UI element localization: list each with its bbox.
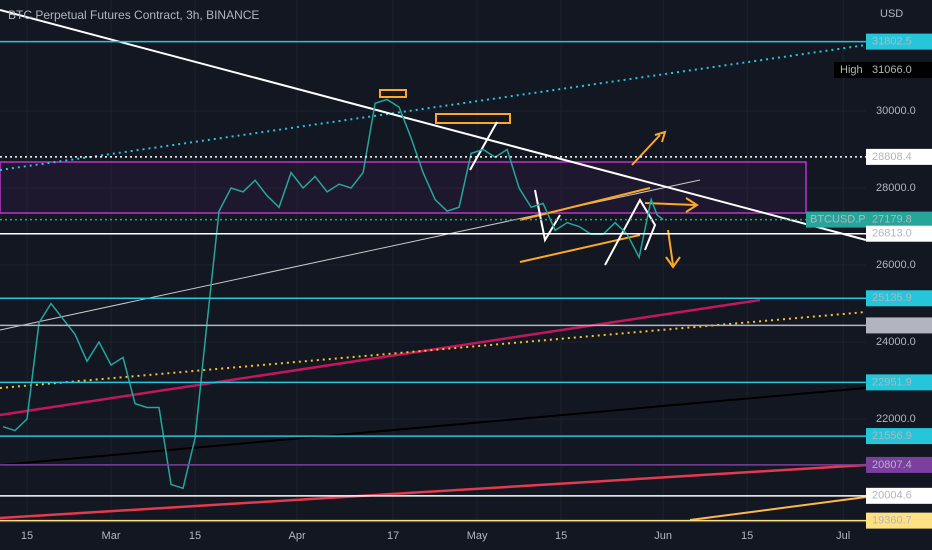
price-label: 20004.6: [872, 490, 912, 502]
trendline: [0, 387, 867, 466]
x-tick-label: Jul: [836, 530, 850, 542]
price-label-box: [866, 317, 932, 334]
y-tick-label: 24000.0: [876, 336, 916, 348]
x-tick-label: 17: [387, 530, 399, 542]
x-tick-label: Mar: [102, 530, 121, 542]
high-label-box: [834, 61, 866, 78]
price-label: 26813.0: [872, 228, 912, 240]
y-tick-label: 28000.0: [876, 182, 916, 194]
arrow: [665, 256, 681, 269]
channel-line: [519, 187, 651, 221]
arrow: [631, 134, 661, 166]
price-label-box: [866, 487, 932, 504]
trendline: [0, 9, 867, 241]
arrow: [654, 130, 667, 143]
trendline: [689, 496, 867, 521]
price-label: 31066.0: [872, 64, 912, 76]
trendline: [0, 44, 867, 171]
channel-line: [519, 234, 641, 263]
x-tick-label: May: [467, 530, 488, 542]
price-label-box: [866, 512, 932, 529]
arrow: [685, 197, 699, 213]
y-tick-label: 22000.0: [876, 413, 916, 425]
y-tick-label: 26000.0: [876, 259, 916, 271]
price-label: 27179.8: [872, 213, 912, 225]
trendline: [0, 311, 867, 389]
price-label-box: [866, 61, 932, 78]
y-tick-label: 30000.0: [876, 105, 916, 117]
price-label-box: [866, 33, 932, 50]
plot-area: [0, 0, 866, 522]
price-label: 31802.5: [872, 36, 912, 48]
price-label: 20807.4: [872, 459, 912, 471]
price-label-box: [866, 428, 932, 445]
wave-line: [604, 197, 657, 266]
price-label-box: [866, 456, 932, 473]
chart-title: BTC Perpetual Futures Contract, 3h, BINA…: [8, 8, 259, 22]
x-tick-label: 15: [555, 530, 567, 542]
price-label: 21556.9: [872, 430, 912, 442]
x-tick-label: 15: [741, 530, 753, 542]
trendline: [0, 298, 761, 417]
price-label-box: [866, 374, 932, 391]
arrow: [667, 229, 674, 266]
x-tick-label: 15: [21, 530, 33, 542]
price-line: [2, 98, 664, 490]
wave-line: [469, 121, 498, 171]
marker-box: [435, 113, 511, 124]
y-axis-label: USD: [880, 8, 903, 20]
price-label: 28808.4: [872, 151, 912, 163]
price-label-box: [866, 148, 932, 165]
marker-box: [379, 89, 407, 98]
symbol-label-box: [806, 211, 866, 228]
x-tick-label: 15: [189, 530, 201, 542]
price-label-box: [866, 225, 932, 242]
x-tick-label: Apr: [289, 530, 306, 542]
price-label: 19360.7: [872, 515, 912, 527]
trendline: [0, 463, 867, 520]
price-label: 24430.8: [872, 319, 912, 331]
symbol-label: BTCUSD.P: [810, 213, 866, 225]
x-tick-label: Jun: [654, 530, 672, 542]
price-label: 22951.9: [872, 376, 912, 388]
price-label-box: [866, 290, 932, 307]
wave-line: [534, 189, 561, 243]
high-label: High: [840, 64, 863, 76]
price-label: 25135.9: [872, 292, 912, 304]
